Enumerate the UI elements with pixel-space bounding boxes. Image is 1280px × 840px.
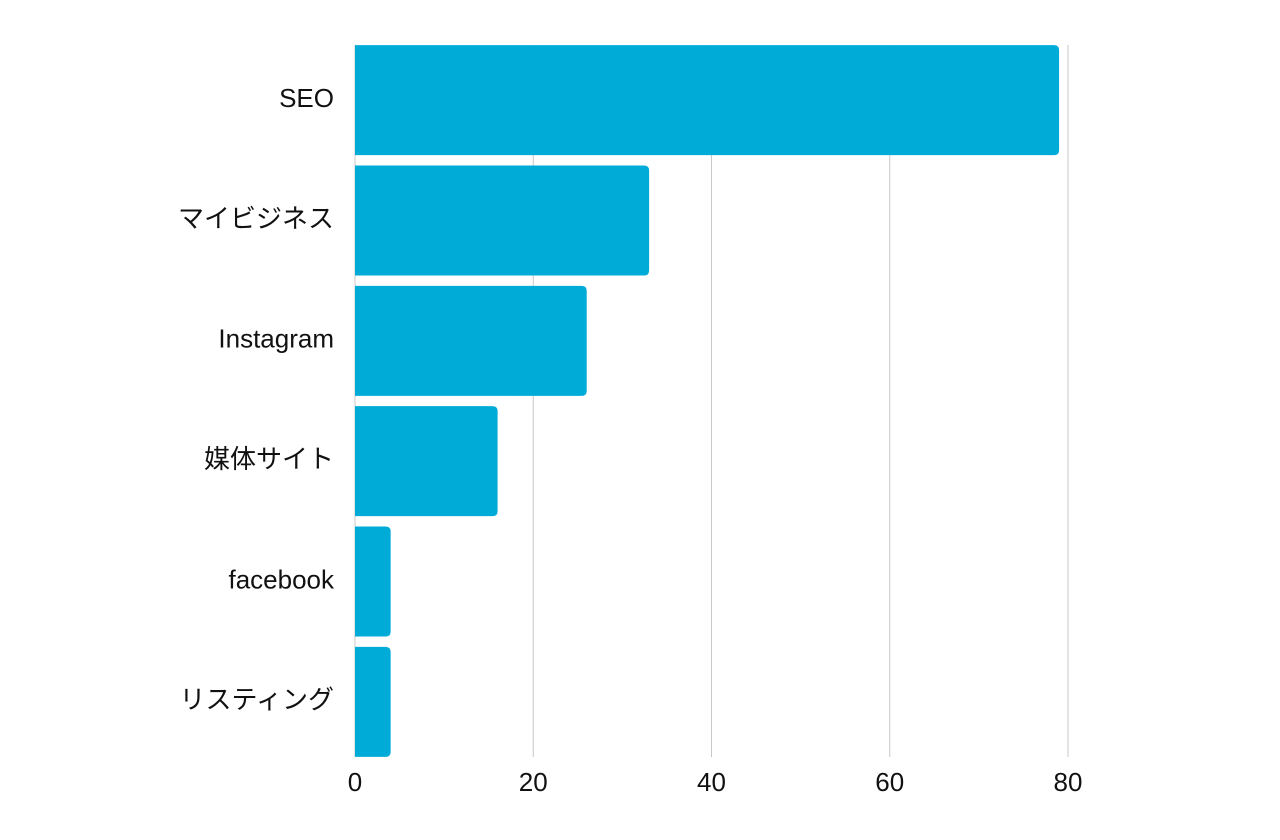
x-tick-label: 80 <box>1054 767 1083 797</box>
bar <box>355 406 498 517</box>
y-tick-label: 媒体サイト <box>204 444 334 474</box>
bar <box>355 646 391 757</box>
y-tick-label: facebook <box>228 564 335 594</box>
y-tick-label: マイビジネス <box>178 203 334 233</box>
x-tick-label: 0 <box>348 767 362 797</box>
x-tick-label: 60 <box>875 767 904 797</box>
x-tick-label: 20 <box>519 767 548 797</box>
bar <box>355 45 1060 156</box>
bar <box>355 165 650 276</box>
plot-area: 0 20 40 60 80 SEO マイビジネス Instagram 媒体サイト facebook… <box>178 45 1082 797</box>
x-tick-label: 40 <box>697 767 726 797</box>
bar <box>355 526 391 637</box>
y-tick-label: SEO <box>279 83 334 113</box>
bar <box>355 285 587 396</box>
y-tick-label: Instagram <box>218 324 334 354</box>
y-tick-label: リスティング <box>180 685 334 715</box>
